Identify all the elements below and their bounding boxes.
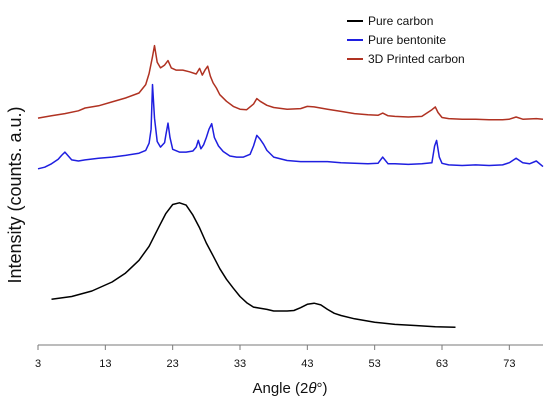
legend-label-pure-bentonite: Pure bentonite <box>368 33 446 47</box>
x-axis-label: Angle (2θ°) <box>252 380 327 397</box>
x-axis-ticks: 3 13 23 33 43 53 63 73 <box>35 345 515 370</box>
y-axis-label: Intensity (counts. a.u.) <box>5 106 25 283</box>
x-tick-label: 13 <box>99 358 111 370</box>
series-line-pure-carbon <box>51 202 456 328</box>
x-tick-label: 33 <box>234 358 246 370</box>
series-lines <box>37 44 544 328</box>
series-line-3d-printed-carbon <box>37 44 544 121</box>
legend: Pure carbon Pure bentonite 3D Printed carb… <box>347 14 465 66</box>
x-tick-label: 3 <box>35 358 41 370</box>
x-tick-label: 63 <box>436 358 448 370</box>
legend-label-pure-carbon: Pure carbon <box>368 14 433 28</box>
x-tick-label: 43 <box>301 358 313 370</box>
series-line-pure-bentonite <box>37 83 544 170</box>
x-tick-label: 73 <box>503 358 515 370</box>
legend-label-3d-printed-carbon: 3D Printed carbon <box>368 52 465 66</box>
x-tick-label: 53 <box>369 358 381 370</box>
x-tick-label: 23 <box>167 358 179 370</box>
